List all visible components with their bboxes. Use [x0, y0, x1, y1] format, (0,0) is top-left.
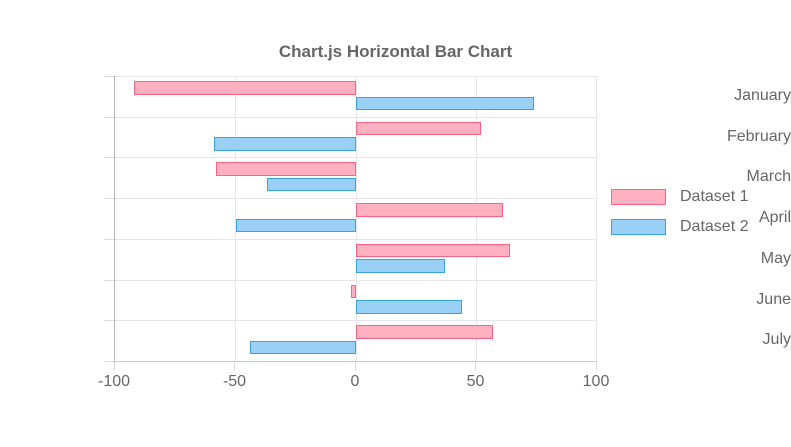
bar-dataset1-february	[356, 121, 482, 136]
legend-item-dataset-1[interactable]: Dataset 1	[611, 189, 748, 205]
y-axis-label-february: February	[726, 127, 791, 145]
bar-dataset2-january	[356, 96, 535, 110]
bar-dataset2-may	[356, 259, 446, 273]
x-tick-label-50: 50	[466, 373, 485, 390]
bar-dataset2-june	[356, 300, 463, 314]
x-tick-mark	[475, 362, 476, 371]
bar-dataset1-march	[216, 162, 356, 176]
bar-dataset2-february	[213, 137, 356, 151]
bar-dataset2-april	[235, 218, 356, 233]
bar-dataset1-may	[356, 243, 511, 258]
x-tick-mark	[354, 362, 356, 371]
x-tick-label-0: 0	[350, 373, 360, 390]
bar-dataset1-june	[351, 284, 356, 299]
legend-item-dataset-2[interactable]: Dataset 2	[611, 219, 748, 235]
x-tick-label--100: -100	[97, 373, 131, 390]
y-tick-mark	[104, 76, 114, 77]
bar-dataset1-july	[356, 325, 494, 339]
bar-dataset2-march	[266, 177, 356, 192]
x-tick-mark	[234, 362, 235, 371]
gridline-x--50	[235, 76, 236, 361]
y-axis-label-july: July	[762, 331, 791, 349]
y-tick-mark	[104, 361, 114, 362]
legend-swatch-icon	[611, 219, 666, 235]
bar-dataset1-april	[356, 203, 503, 217]
x-tick-mark	[595, 362, 597, 371]
x-tick-mark	[113, 362, 115, 371]
x-tick-label--50: -50	[222, 373, 247, 390]
y-axis-label-may: May	[760, 249, 791, 267]
legend-label: Dataset 1	[680, 188, 749, 205]
y-tick-mark	[104, 320, 114, 322]
x-tick-label-100: 100	[582, 373, 610, 390]
plot-area	[114, 76, 597, 362]
bar-dataset2-july	[249, 340, 356, 355]
y-axis-label-january: January	[734, 87, 791, 104]
y-axis-label-march: March	[746, 168, 791, 186]
y-tick-mark	[104, 238, 114, 240]
bar-dataset1-january	[134, 81, 356, 95]
y-axis-label-april: April	[758, 209, 791, 227]
gridline-x-100	[595, 76, 597, 361]
y-tick-mark	[104, 157, 114, 159]
y-axis-label-june: June	[756, 290, 791, 308]
gridline-x-0	[355, 76, 357, 361]
legend-swatch-icon	[611, 189, 666, 205]
y-tick-mark	[104, 279, 114, 281]
y-tick-mark	[104, 198, 114, 200]
chart-title: Chart.js Horizontal Bar Chart	[278, 42, 513, 61]
legend-label: Dataset 2	[680, 218, 749, 235]
y-tick-mark	[104, 116, 114, 118]
gridline-x-50	[476, 76, 477, 361]
legend: Dataset 1 Dataset 2	[611, 189, 748, 235]
